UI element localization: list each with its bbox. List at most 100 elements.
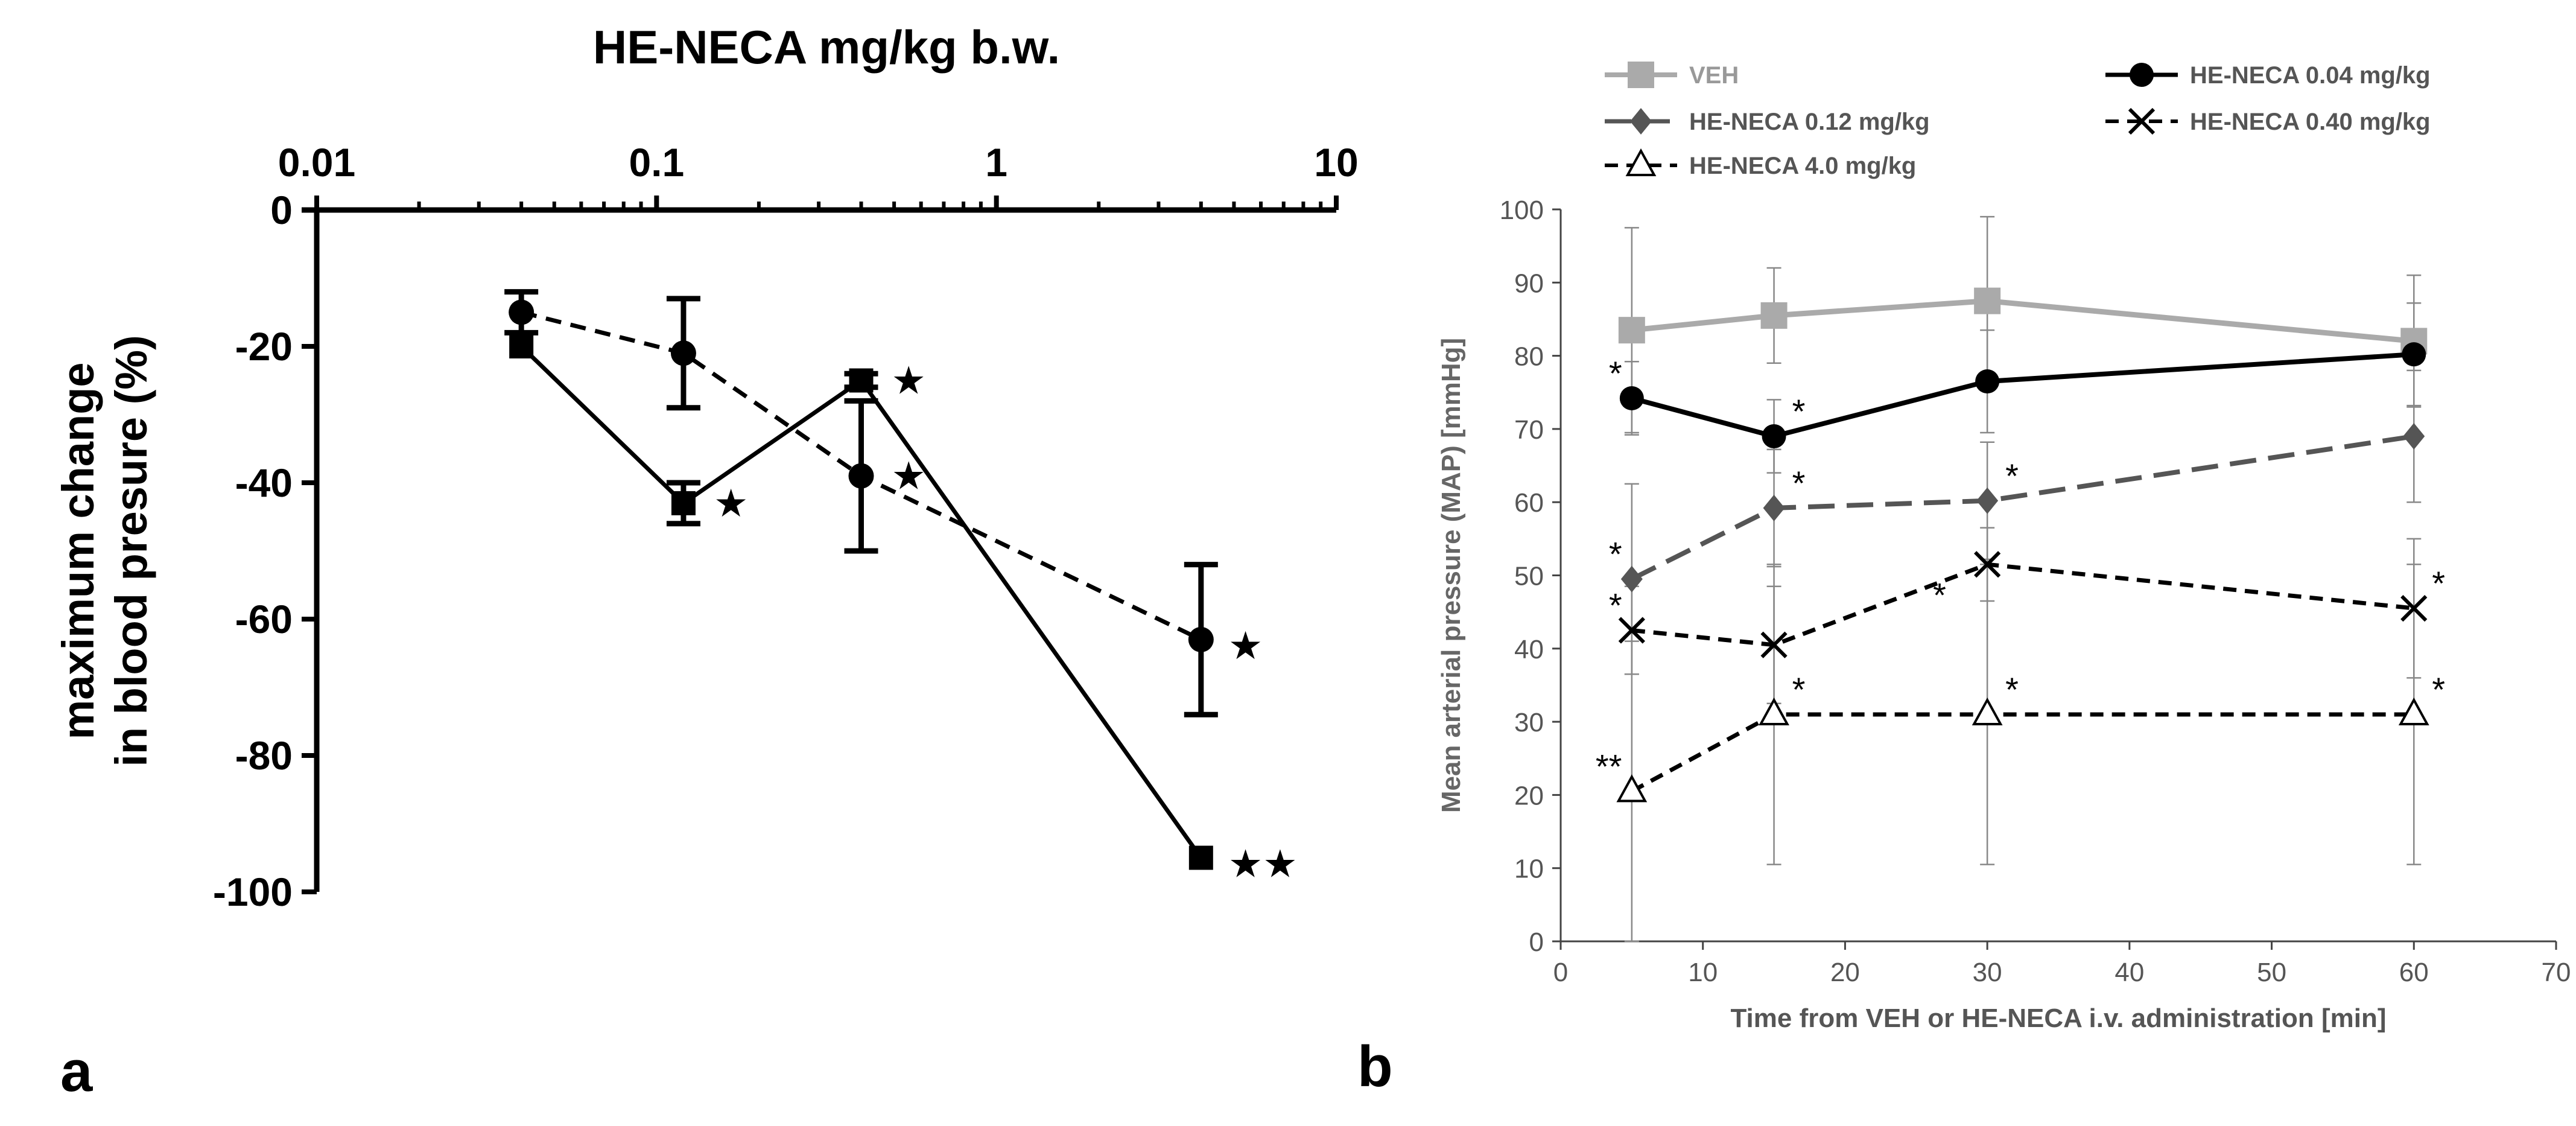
panel-b-significance-star: ** bbox=[1596, 747, 1622, 785]
panel-b-legend-label: HE-NECA 0.04 mg/kg bbox=[2190, 62, 2431, 89]
panel-b-circle-marker bbox=[1619, 386, 1644, 410]
panel-a-circle-marker bbox=[670, 340, 696, 366]
panel-b-y-tick-label: 90 bbox=[1514, 269, 1544, 298]
panel-a-y-label-line: in blood presure (%) bbox=[106, 335, 156, 766]
panel-b-circle-marker bbox=[1975, 369, 2000, 394]
panel-a-x-tick-label: 0.01 bbox=[278, 140, 355, 185]
panel-a-label: a bbox=[60, 1039, 93, 1104]
panel-b-triangle-marker bbox=[2398, 697, 2429, 725]
panel-b-significance-star: * bbox=[2005, 457, 2019, 495]
panel-b-x-tick-label: 10 bbox=[1688, 958, 1718, 987]
panel-b-y-tick-label: 20 bbox=[1514, 781, 1544, 810]
panel-a-y-label: maximum changein blood presure (%) bbox=[53, 335, 156, 766]
panel-a-significance-star: ★ bbox=[714, 482, 748, 526]
panel-b-series-line bbox=[1631, 562, 2414, 647]
panel-b-triangle-marker bbox=[1625, 148, 1657, 176]
panel-b-x-tick-label: 70 bbox=[2542, 958, 2571, 987]
panel-b-y-tick-label: 10 bbox=[1514, 854, 1544, 884]
panel-b-significance-star: * bbox=[2432, 670, 2445, 708]
panel-b-y-tick-label: 80 bbox=[1514, 342, 1544, 372]
panel-b-legend-label: VEH bbox=[1689, 62, 1739, 89]
panel-a-x-tick-label: 10 bbox=[1314, 140, 1358, 185]
panel-a-y-label-line: maximum change bbox=[53, 362, 103, 739]
panel-a-y-tick-label: -100 bbox=[213, 870, 293, 914]
panel-b-y-tick-label: 60 bbox=[1514, 488, 1544, 518]
panel-b-series-line bbox=[1631, 712, 2414, 794]
panel-b-significance-star: * bbox=[1792, 464, 1806, 502]
panel-b-significance-star: * bbox=[1609, 354, 1622, 392]
panel-b-legend-item: HE-NECA 0.12 mg/kg bbox=[1605, 108, 1930, 135]
panel-b-triangle-marker bbox=[1759, 697, 1789, 725]
panel-b-legend-item: HE-NECA 4.0 mg/kg bbox=[1605, 148, 1916, 179]
panel-b-triangle-marker bbox=[1972, 697, 2003, 725]
panel-a-square-marker bbox=[849, 368, 874, 393]
panel-b-x-marker bbox=[1974, 551, 2001, 578]
panel-b-legend-item: VEH bbox=[1605, 62, 1739, 89]
panel-b-legend-item: HE-NECA 0.04 mg/kg bbox=[2105, 62, 2431, 89]
panel-b-legend-label: HE-NECA 4.0 mg/kg bbox=[1689, 153, 1916, 179]
panel-b-series-line bbox=[1631, 298, 2414, 344]
panel-b-diamond-marker bbox=[1763, 494, 1785, 521]
panel-a-series-line bbox=[519, 345, 1203, 859]
panel-b-significance-star: * bbox=[1609, 586, 1622, 624]
panel-b-x-marker bbox=[2400, 594, 2428, 622]
panel-a-title: HE-NECA mg/kg b.w. bbox=[593, 21, 1060, 74]
panel-b-x-tick-label: 0 bbox=[1553, 958, 1568, 987]
panel-b-diamond-marker bbox=[2403, 423, 2425, 450]
panel-b-series-line bbox=[1631, 434, 2414, 582]
panel-a-significance-star: ★★ bbox=[1228, 842, 1298, 887]
panel-b-x-tick-label: 20 bbox=[1830, 958, 1860, 987]
panel-b-x-tick-label: 30 bbox=[1973, 958, 2002, 987]
panel-b-circle-marker bbox=[2130, 63, 2154, 87]
panel-b-legend-item: HE-NECA 0.40 mg/kg bbox=[2105, 107, 2431, 135]
panel-b-x-label: Time from VEH or HE-NECA i.v. administra… bbox=[1730, 1004, 2386, 1033]
panel-a-y-tick-label: -60 bbox=[235, 597, 293, 641]
panel-a-square-marker bbox=[671, 491, 696, 515]
panel-b-significance-star: * bbox=[1792, 392, 1806, 430]
panel-b-square-marker bbox=[1974, 287, 2001, 314]
panel-b-square-marker bbox=[1628, 62, 1654, 88]
panel-b-significance-star: * bbox=[1792, 670, 1806, 708]
panel-b-significance-star: * bbox=[1609, 535, 1622, 573]
panel-b-legend-label: HE-NECA 0.40 mg/kg bbox=[2190, 109, 2431, 135]
panel-b-square-marker bbox=[1760, 302, 1788, 329]
panel-a-y-tick-label: -20 bbox=[235, 324, 293, 369]
panel-b-y-tick-label: 0 bbox=[1529, 927, 1544, 957]
panel-b-y-tick-label: 100 bbox=[1500, 196, 1544, 225]
panel-b-legend-label: HE-NECA 0.12 mg/kg bbox=[1689, 109, 1930, 135]
panel-b-significance-star: * bbox=[1933, 576, 1946, 614]
panel-b-chart: 0 10 20 30 40 50 60 70 80 90 100 0 10 20 30 40 50 60 70 Tim… bbox=[1436, 62, 2571, 1033]
panel-b-square-marker bbox=[1618, 317, 1645, 344]
panel-b-diamond-marker bbox=[1620, 565, 1643, 593]
panel-b-circle-marker bbox=[1762, 424, 1786, 449]
panel-a-y-tick-label: -40 bbox=[235, 460, 293, 505]
panel-b-y-tick-label: 70 bbox=[1514, 415, 1544, 445]
panel-a-square-marker bbox=[509, 334, 534, 358]
panel-b-triangle-marker bbox=[1616, 774, 1648, 803]
panel-a-x-tick-label: 0.1 bbox=[629, 140, 684, 185]
panel-b-x-tick-label: 50 bbox=[2257, 958, 2286, 987]
panel-b-x-tick-label: 40 bbox=[2114, 958, 2144, 987]
panel-b-label: b bbox=[1357, 1034, 1393, 1099]
panel-a-y-tick-label: 0 bbox=[270, 188, 293, 232]
panel-b-significance-star: * bbox=[2005, 670, 2019, 708]
panel-b-y-label: Mean arterial pressure (MAP) [mmHg] bbox=[1436, 338, 1466, 813]
panel-a-circle-marker bbox=[848, 463, 874, 489]
panel-a-y-tick-label: -80 bbox=[235, 733, 293, 778]
panel-b-x-tick-label: 60 bbox=[2399, 958, 2429, 987]
panel-b-circle-marker bbox=[2402, 342, 2426, 367]
panel-b-series-line bbox=[1631, 352, 2414, 439]
panel-a-significance-star: ★ bbox=[891, 359, 925, 404]
panel-a-circle-marker bbox=[1188, 626, 1214, 652]
panel-b-diamond-marker bbox=[1976, 487, 1999, 514]
panel-a-significance-star: ★ bbox=[1228, 624, 1263, 669]
panel-b-x-marker bbox=[1618, 617, 1645, 644]
panel-b-x-marker bbox=[1760, 631, 1788, 658]
panel-a-x-tick-label: 1 bbox=[985, 140, 1007, 185]
panel-b-diamond-marker bbox=[1630, 108, 1652, 135]
panel-b-y-tick-label: 30 bbox=[1514, 708, 1544, 737]
panel-b-significance-star: * bbox=[2432, 564, 2445, 602]
panel-b-x-marker bbox=[2128, 107, 2156, 135]
panel-b-y-tick-label: 50 bbox=[1514, 562, 1544, 591]
